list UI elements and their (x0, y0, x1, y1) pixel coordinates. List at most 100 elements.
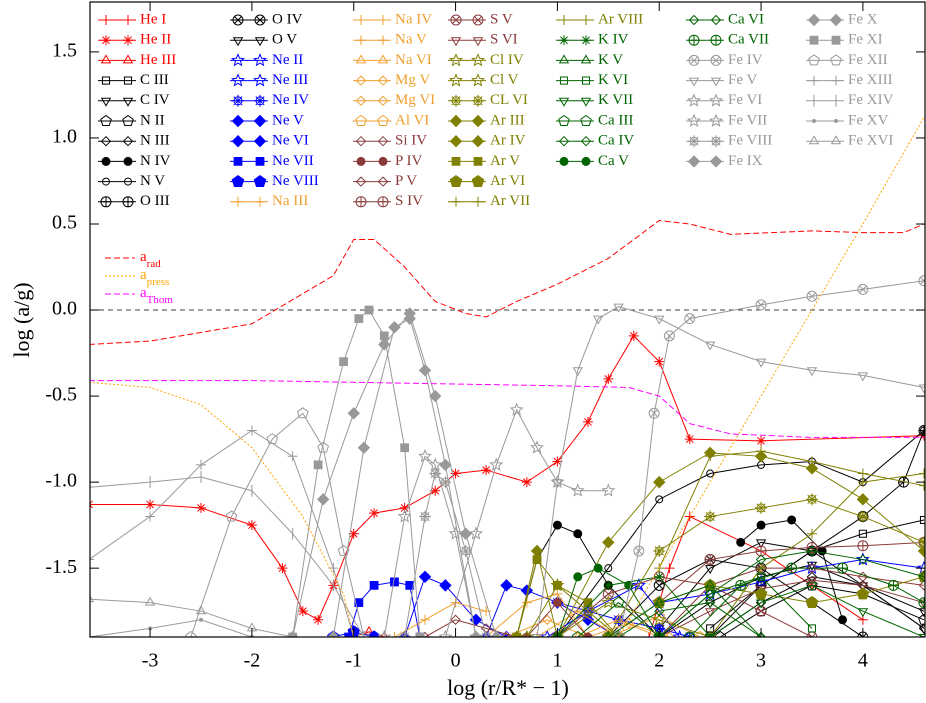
marker (355, 114, 367, 126)
marker (918, 625, 925, 635)
marker (122, 196, 134, 208)
marker (313, 614, 324, 625)
marker (144, 596, 156, 606)
marker (817, 546, 827, 556)
legend-label-sub: Thom (147, 294, 174, 306)
legend-label: N IV (140, 153, 171, 169)
plot-frame (89, 1, 926, 638)
marker (684, 511, 695, 522)
marker (532, 555, 542, 564)
marker (807, 624, 817, 633)
marker (195, 605, 207, 615)
marker (450, 94, 462, 107)
marker (399, 502, 410, 513)
series-line (557, 576, 813, 637)
marker (684, 434, 695, 445)
marker (400, 443, 410, 453)
legend-label-main: a (140, 249, 147, 265)
marker (451, 196, 461, 207)
marker (459, 527, 472, 540)
marker (580, 54, 592, 64)
marker (459, 544, 472, 557)
marker (580, 135, 592, 147)
marker (612, 596, 625, 608)
marker (806, 631, 818, 637)
marker (806, 571, 818, 582)
marker (806, 582, 818, 592)
marker (123, 35, 133, 46)
legend-label: N II (140, 112, 165, 128)
marker (231, 53, 245, 67)
y-tick-label: 1.0 (52, 126, 77, 148)
series-line (90, 220, 925, 345)
marker (468, 526, 483, 540)
marker (558, 97, 570, 107)
marker (246, 520, 257, 531)
marker (918, 608, 925, 618)
marker (101, 76, 111, 85)
marker (808, 54, 820, 66)
marker (100, 135, 112, 147)
legend-label: Ar III (490, 112, 525, 128)
marker (684, 313, 696, 325)
legend-label: He III (140, 52, 176, 68)
marker (806, 456, 817, 467)
marker (831, 75, 841, 86)
marker (369, 508, 380, 519)
marker (355, 75, 367, 86)
marker (355, 196, 367, 208)
marker (100, 97, 112, 107)
series-line (658, 541, 925, 629)
marker (358, 630, 370, 637)
marker (918, 468, 925, 479)
marker (377, 196, 389, 208)
series-line (292, 309, 421, 637)
marker (709, 113, 723, 127)
marker (704, 608, 716, 618)
marker (377, 75, 389, 86)
marker (225, 510, 238, 522)
marker (355, 95, 367, 107)
marker (403, 307, 416, 320)
marker (439, 476, 452, 489)
legend-label: He II (140, 32, 171, 48)
marker (231, 73, 245, 87)
marker (449, 53, 463, 67)
legend-label: Ne II (272, 52, 303, 68)
marker (710, 77, 722, 87)
marker (377, 114, 389, 126)
marker (918, 571, 925, 582)
marker (857, 540, 869, 552)
marker (612, 631, 624, 637)
series-line (709, 430, 925, 637)
marker (687, 113, 701, 127)
marker (857, 283, 869, 295)
marker (122, 135, 134, 147)
legend-label: Fe VI (728, 92, 762, 108)
marker (558, 114, 570, 126)
marker (709, 93, 723, 107)
marker (805, 493, 818, 506)
marker (593, 563, 603, 573)
legend-label: Ca VI (728, 11, 764, 27)
marker (857, 372, 869, 382)
marker (704, 634, 716, 637)
marker (709, 155, 723, 168)
marker (450, 37, 462, 47)
y-tick-label: -0.5 (45, 384, 77, 406)
marker (811, 119, 817, 123)
x-axis-label: log (r/R* − 1) (447, 675, 569, 700)
marker (654, 315, 665, 325)
marker (655, 495, 664, 504)
marker (756, 520, 766, 530)
legend-label: Fe XV (848, 112, 889, 128)
marker (468, 629, 483, 637)
plot-area (90, 117, 925, 637)
legend-label: apress (140, 267, 169, 287)
marker (90, 559, 94, 561)
marker (572, 606, 583, 617)
marker (757, 572, 766, 581)
marker (357, 441, 371, 454)
marker (500, 579, 513, 592)
marker (419, 631, 431, 637)
